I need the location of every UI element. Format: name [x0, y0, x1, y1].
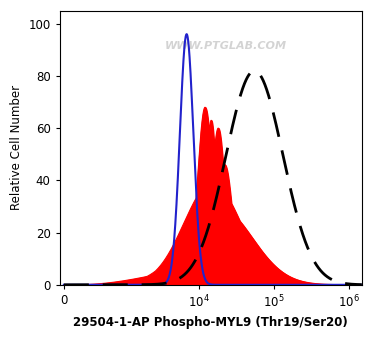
Text: WWW.PTGLAB.COM: WWW.PTGLAB.COM — [165, 41, 287, 51]
Y-axis label: Relative Cell Number: Relative Cell Number — [10, 85, 23, 210]
X-axis label: 29504-1-AP Phospho-MYL9 (Thr19/Ser20): 29504-1-AP Phospho-MYL9 (Thr19/Ser20) — [73, 316, 348, 329]
